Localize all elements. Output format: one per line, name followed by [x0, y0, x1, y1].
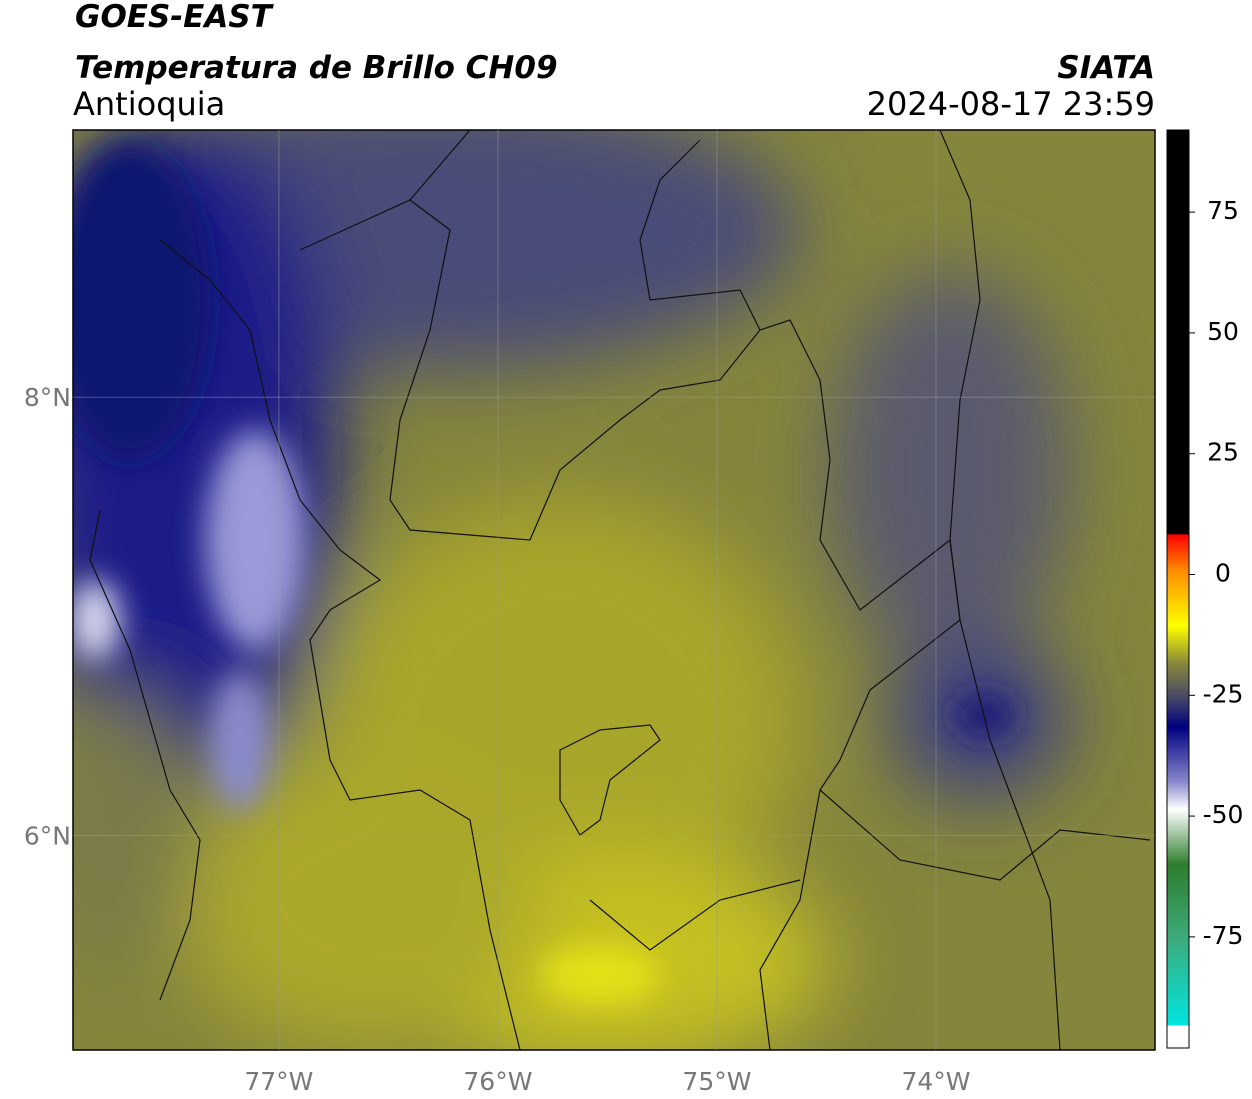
colorbar-tick-label: 0: [1215, 559, 1231, 588]
colorbar-tick-label: 50: [1207, 317, 1239, 346]
region: Antioquia: [73, 85, 225, 123]
y-tick-label: 6°N: [24, 821, 71, 850]
colorbar-tick-label: 75: [1207, 196, 1239, 225]
colorbar-tick-label: -75: [1203, 921, 1244, 950]
colorbar-tick-label: -25: [1203, 679, 1244, 708]
title: GOES-EAST: [75, 0, 275, 35]
satellite-image: [73, 130, 1155, 1050]
subtitle: Temperatura de Brillo CH09: [75, 50, 558, 86]
map-frame: [72, 129, 1156, 1051]
y-tick-label: 8°N: [24, 383, 71, 412]
x-tick-label: 74°W: [901, 1067, 970, 1096]
x-tick-label: 75°W: [682, 1067, 751, 1096]
source: SIATA: [1057, 50, 1155, 86]
timestamp: 2024-08-17 23:59: [867, 85, 1155, 123]
x-tick-label: 76°W: [463, 1067, 532, 1096]
colorbar: [1166, 129, 1190, 1049]
x-tick-label: 77°W: [244, 1067, 313, 1096]
colorbar-tick-label: -50: [1203, 800, 1244, 829]
colorbar-tick-label: 25: [1207, 438, 1239, 467]
